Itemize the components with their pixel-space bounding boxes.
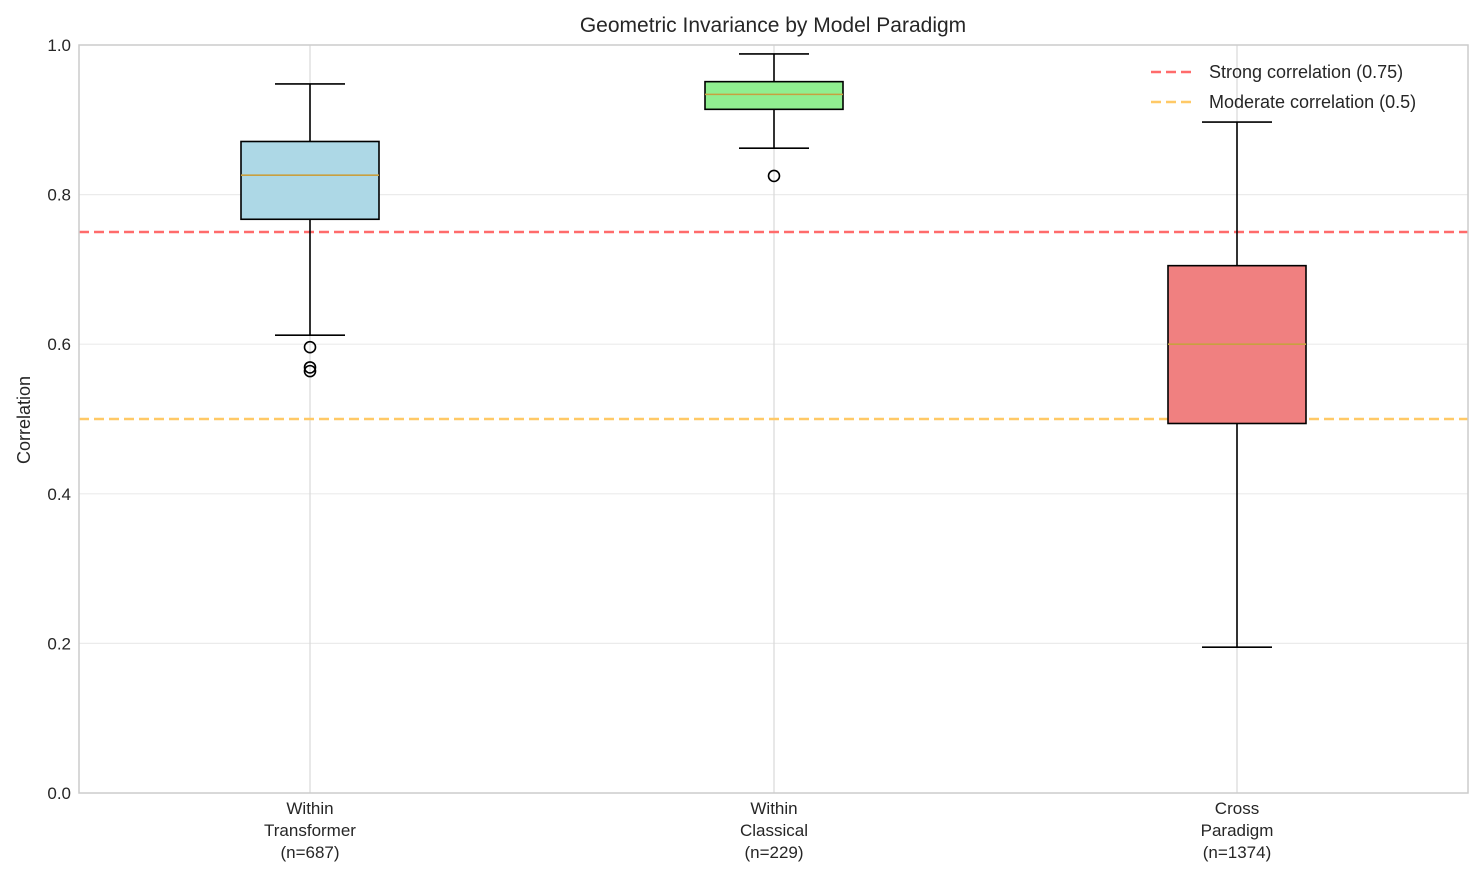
box-1 [704, 53, 844, 183]
y-tick-label-5: 1.0 [47, 36, 71, 55]
outlier-0-1 [303, 361, 317, 374]
x-tick-label-2-line-0: Cross [1215, 799, 1259, 818]
x-tick-label-0-line-2: (n=687) [280, 843, 339, 862]
x-tick-label-1-line-1: Classical [740, 821, 808, 840]
outlier-1-0 [767, 169, 781, 183]
x-tick-label-2: Cross Paradigm (n=1374) [1201, 799, 1274, 862]
y-tick-label-2: 0.4 [47, 485, 71, 504]
box-body-0 [240, 140, 380, 221]
box-body-1 [704, 80, 844, 111]
axes-frame [78, 44, 1469, 794]
y-tick-label-4: 0.8 [47, 186, 71, 205]
legend-label-0: Strong correlation (0.75) [1209, 62, 1403, 82]
plot-area: 0.0 0.2 0.4 0.6 0.8 1.0 Within Transformer (n=68… [47, 36, 1469, 862]
x-tick-label-0-line-0: Within [286, 799, 333, 818]
y-tick-label-0: 0.0 [47, 784, 71, 803]
x-tick-label-0: Within Transformer (n=687) [264, 799, 356, 862]
chart-title: Geometric Invariance by Model Paradigm [580, 14, 966, 37]
y-tick-label-1: 0.2 [47, 634, 71, 653]
x-tick-label-2-line-2: (n=1374) [1203, 843, 1272, 862]
y-axis-label: Correlation [14, 376, 34, 464]
legend: Strong correlation (0.75) Moderate correl… [1151, 62, 1416, 112]
box-2 [1167, 121, 1307, 648]
y-tick-label-3: 0.6 [47, 335, 71, 354]
x-tick-label-1: Within Classical (n=229) [740, 799, 808, 862]
outlier-0-2 [303, 364, 317, 378]
x-tick-label-1-line-2: (n=229) [744, 843, 803, 862]
x-tick-label-0-line-1: Transformer [264, 821, 356, 840]
outlier-0-0 [303, 340, 317, 354]
legend-label-1: Moderate correlation (0.5) [1209, 92, 1416, 112]
box-0 [240, 83, 380, 378]
x-tick-label-1-line-0: Within [750, 799, 797, 818]
x-tick-label-2-line-1: Paradigm [1201, 821, 1274, 840]
